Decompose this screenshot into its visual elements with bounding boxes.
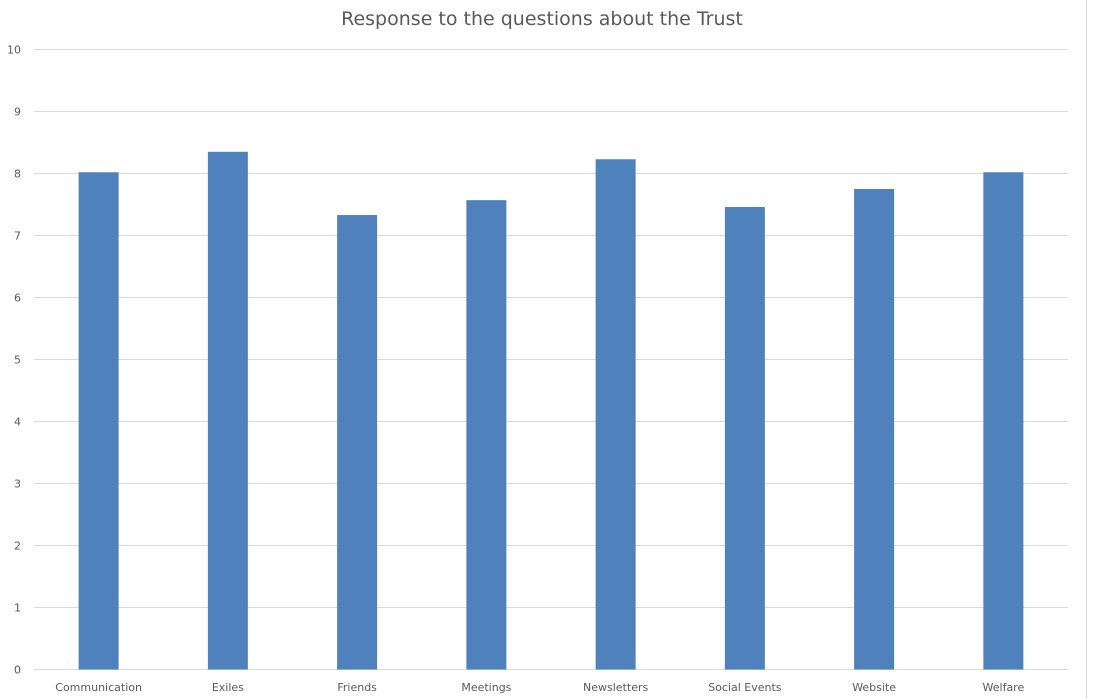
chart-right-border <box>1086 0 1087 699</box>
y-tick-label: 1 <box>14 602 21 615</box>
y-tick-label: 9 <box>14 106 21 119</box>
gridlines <box>34 49 1068 670</box>
x-tick-label: Communication <box>55 681 142 694</box>
bar-social-events <box>724 206 765 670</box>
bar-website <box>854 189 895 670</box>
y-tick-label: 10 <box>7 44 21 57</box>
bars <box>78 151 1024 670</box>
x-tick-label: Meetings <box>461 681 511 694</box>
x-tick-label: Welfare <box>983 681 1025 694</box>
x-tick-label: Friends <box>337 681 377 694</box>
y-tick-label: 4 <box>14 416 21 429</box>
bar-meetings <box>466 200 507 670</box>
x-tick-label: Newsletters <box>583 681 648 694</box>
bar-friends <box>337 215 378 670</box>
bar-newsletters <box>595 159 636 670</box>
y-tick-label: 7 <box>14 230 21 243</box>
y-axis-ticks: 0 1 2 3 4 5 6 7 8 9 10 <box>7 44 21 677</box>
y-tick-label: 2 <box>14 540 21 553</box>
y-tick-label: 8 <box>14 168 21 181</box>
y-tick-label: 5 <box>14 354 21 367</box>
chart-title: Response to the questions about the Trus… <box>341 8 743 30</box>
y-tick-label: 0 <box>14 664 21 677</box>
x-tick-label: Social Events <box>708 681 782 694</box>
x-axis-ticks: Communication Exiles Friends Meetings Newsle… <box>55 681 1024 694</box>
bar-welfare <box>983 172 1024 670</box>
x-tick-label: Exiles <box>212 681 244 694</box>
y-tick-label: 6 <box>14 292 21 305</box>
bar-exiles <box>207 151 248 670</box>
x-tick-label: Website <box>852 681 896 694</box>
y-tick-label: 3 <box>14 478 21 491</box>
bar-communication <box>78 172 119 670</box>
